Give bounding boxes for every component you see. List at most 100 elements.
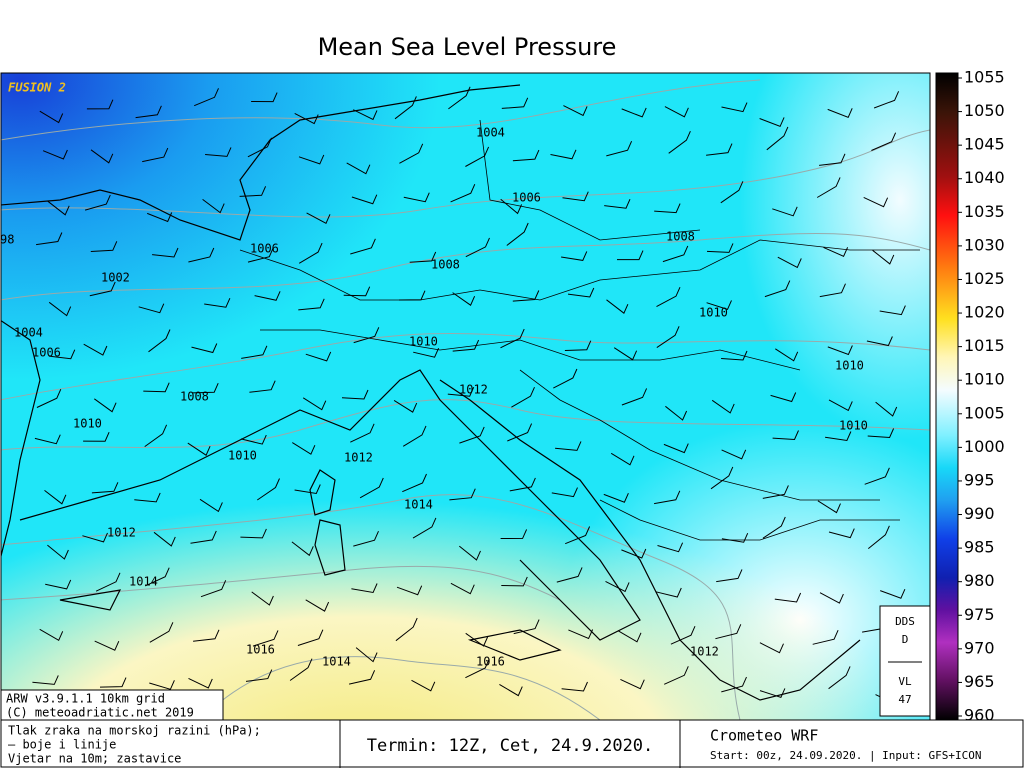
wind-barb [706,143,733,156]
isobar-label: 1010 [73,417,102,431]
wind-barb [395,617,418,642]
wind-barb [240,528,267,539]
borders [239,119,920,541]
isobar-label: 1014 [322,655,351,669]
wind-barb [241,345,268,359]
wind-barb [346,162,371,175]
wind-barb [355,647,378,663]
wind-barb [706,300,732,311]
wind-barb [873,91,900,109]
isobars [1,79,930,720]
wind-barb [500,529,528,539]
wind-barb [828,399,853,412]
wind-barb [716,569,743,583]
isobar-label: 1016 [476,655,505,669]
wind-barb [353,327,380,344]
map: 1004 1006 1008 1006 1008 1002 1010 1004 1006 1010… [1,73,930,720]
wind-barb [550,149,577,160]
wind-barb [509,477,536,492]
wind-barb [562,191,589,202]
wind-barb [257,478,280,501]
wind-barb [452,292,476,306]
wind-barb [564,340,592,351]
wind-barb [764,280,791,298]
wind-barb [450,582,475,595]
wind-barb [823,246,849,257]
wind-barb [825,431,852,442]
wind-barb [450,183,476,203]
wind-barb [90,241,118,252]
side-label: D [902,633,909,646]
wind-barb [84,194,111,211]
wind-barb [36,232,63,246]
wind-barb [403,192,430,203]
wind-barb [42,149,68,160]
wind-barb [353,530,379,547]
wind-barb [148,329,171,353]
wind-barb [812,629,839,645]
wind-barb [775,348,799,362]
colorbar-label: 1045 [964,135,1005,154]
wind-barb [816,177,841,198]
wind-barb [867,525,890,549]
isobar-label: 1002 [101,271,130,285]
wind-barb [665,405,688,421]
wind-barb [875,401,898,417]
wind-barbs [32,86,906,705]
border [519,369,880,501]
wind-barb [606,299,629,314]
wind-barb [867,428,895,439]
wind-barb [711,399,735,414]
colorbar-label: 1015 [964,336,1005,355]
wind-barb [89,281,116,297]
wind-barb [777,256,802,269]
wind-barb [448,86,471,110]
wind-barb [247,247,274,263]
wind-barb [188,677,213,689]
wind-barb [393,399,418,413]
colorbar-label: 1030 [964,235,1005,254]
wind-barb [506,222,529,246]
isobar-label: 1010 [409,335,438,349]
wind-barb [187,442,211,456]
wind-barb [298,154,325,165]
wind-barb [240,434,267,445]
wind-barb [720,181,744,204]
wind-barb [610,452,635,466]
wind-barb [142,147,169,163]
wind-barb [770,392,797,403]
wind-barb [663,666,689,685]
wind-barb [553,368,578,389]
wind-barb [866,336,893,347]
wind-barb [149,680,175,690]
wind-barb [302,397,327,411]
wind-barb [193,629,220,642]
wind-barb [350,423,375,443]
footer-frame [0,719,1024,768]
wind-barb [39,628,64,642]
wind-barb [95,572,121,592]
colorbar-label: 995 [964,470,995,489]
wind-barb [204,297,231,308]
wind-barb [501,576,528,587]
colorbar-label: 1050 [964,101,1005,120]
wind-barb [605,580,630,593]
wind-barb [83,343,108,356]
wind-barb [871,132,897,151]
wind-barb [613,347,638,361]
wind-barb [292,442,316,455]
colorbar-label: 970 [964,638,995,657]
wind-barb [298,242,323,264]
wind-barb [621,548,647,559]
wind-barb [617,250,644,261]
wind-barb [568,629,594,640]
wind-barb [774,592,802,603]
isobar-label: 1010 [835,359,864,373]
wind-barb [759,117,785,128]
wind-barb [348,670,376,685]
colorbar-label: 1005 [964,403,1005,422]
wind-barb [194,88,219,107]
wind-barb [828,666,851,690]
wind-barb [305,351,332,362]
